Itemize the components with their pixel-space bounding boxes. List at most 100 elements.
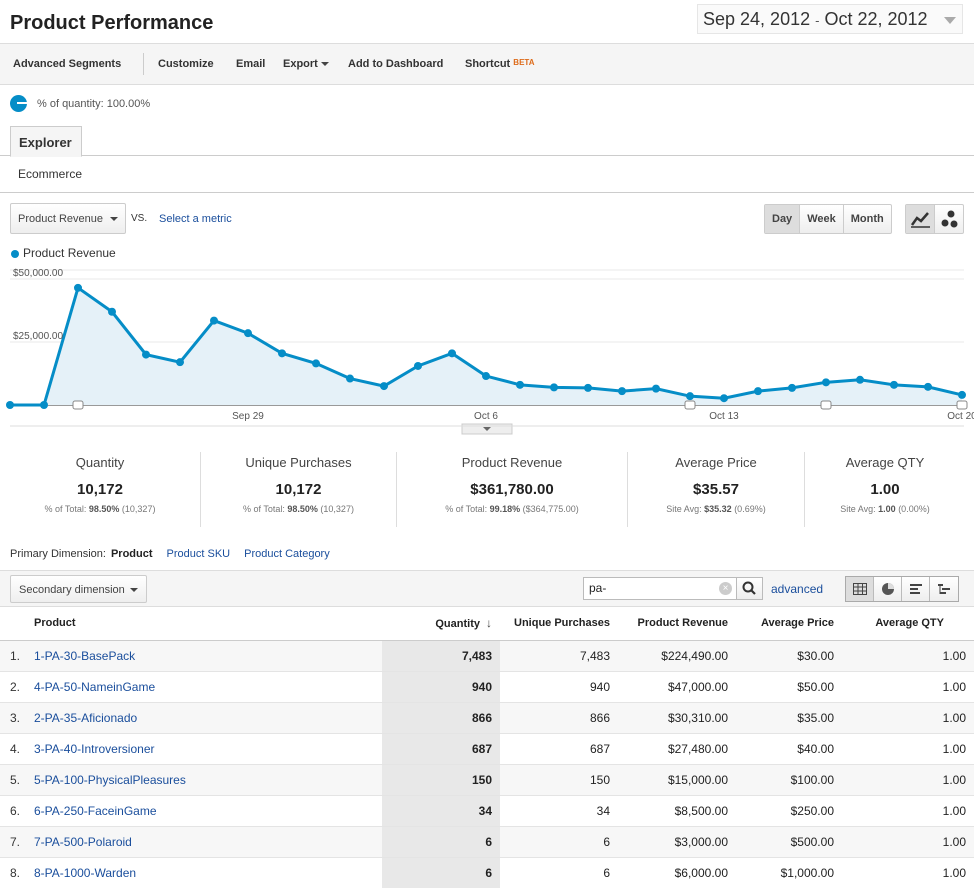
column-product-revenue[interactable]: Product Revenue	[618, 607, 740, 641]
scorecard-sub: Site Avg: $35.32 (0.69%)	[666, 504, 766, 514]
data-point[interactable]	[176, 358, 184, 367]
advanced-segments-button[interactable]: Advanced Segments	[13, 58, 122, 70]
data-point[interactable]	[210, 316, 218, 325]
product-link[interactable]: 7-PA-500-Polaroid	[34, 834, 132, 849]
data-point[interactable]	[108, 307, 116, 316]
data-table: Product Quantity ↓ Unique Purchases Produ…	[0, 607, 974, 888]
data-point[interactable]	[958, 390, 966, 399]
add-to-dashboard-button[interactable]: Add to Dashboard	[348, 58, 444, 70]
unique-purchases-cell: 7,483	[500, 640, 618, 672]
interval-week-button[interactable]: Week	[800, 205, 844, 233]
data-point[interactable]	[618, 387, 626, 396]
pivot-view-button[interactable]	[930, 577, 958, 601]
primary-dimension-product-sku[interactable]: Product SKU	[166, 548, 231, 560]
performance-view-button[interactable]	[902, 577, 930, 601]
advanced-filter-link[interactable]: advanced	[771, 582, 824, 596]
report-toolbar: Advanced Segments Customize Email Export…	[0, 44, 974, 85]
subtab-ecommerce[interactable]: Ecommerce	[18, 167, 83, 181]
pie-view-button[interactable]	[874, 577, 902, 601]
data-point[interactable]	[584, 383, 592, 392]
product-cell: 7-PA-500-Polaroid	[25, 826, 382, 858]
segment-label: % of quantity: 100.00%	[37, 98, 151, 110]
table-view-button[interactable]	[846, 577, 874, 601]
primary-dimension-product-category[interactable]: Product Category	[244, 548, 330, 560]
search-button[interactable]	[736, 577, 763, 600]
table-view-group	[845, 576, 959, 602]
data-point[interactable]	[74, 283, 82, 292]
data-point[interactable]	[142, 350, 150, 359]
unique-purchases-cell: 940	[500, 671, 618, 703]
column-unique-purchases[interactable]: Unique Purchases	[500, 607, 618, 641]
quantity-cell: 866	[382, 702, 500, 734]
data-point[interactable]	[822, 378, 830, 387]
data-point[interactable]	[278, 349, 286, 358]
column-average-price[interactable]: Average Price	[740, 607, 858, 641]
data-point[interactable]	[414, 361, 422, 370]
annotation-icon[interactable]	[956, 400, 968, 410]
customize-button[interactable]: Customize	[158, 58, 214, 70]
y-tick-label: $50,000.00	[13, 268, 63, 279]
tab-explorer[interactable]: Explorer	[10, 126, 82, 157]
data-point[interactable]	[380, 382, 388, 391]
clear-icon[interactable]: ×	[719, 582, 732, 595]
data-point[interactable]	[516, 380, 524, 389]
annotation-icon[interactable]	[72, 400, 84, 410]
pivot-icon	[938, 584, 950, 594]
average-price-cell: $500.00	[740, 826, 858, 858]
data-point[interactable]	[6, 401, 14, 409]
data-point[interactable]	[652, 384, 660, 393]
line-chart-button[interactable]	[906, 205, 935, 233]
shortcut-button[interactable]: Shortcut BETA	[465, 58, 534, 70]
column-quantity[interactable]: Quantity ↓	[382, 607, 500, 641]
product-link[interactable]: 5-PA-100-PhysicalPleasures	[34, 772, 186, 787]
metric-select[interactable]: Product Revenue	[10, 203, 126, 234]
scorecard-label: Average Price	[675, 455, 757, 470]
select-metric-link[interactable]: Select a metric	[159, 213, 232, 225]
data-point[interactable]	[754, 387, 762, 396]
export-button[interactable]: Export	[283, 58, 329, 70]
scorecard-value: 10,172	[275, 481, 322, 498]
product-link[interactable]: 3-PA-40-Introversioner	[34, 741, 155, 756]
data-point[interactable]	[448, 349, 456, 358]
product-link[interactable]: 6-PA-250-FaceinGame	[34, 803, 157, 818]
quantity-cell: 940	[382, 671, 500, 703]
data-point[interactable]	[312, 359, 320, 368]
motion-chart-button[interactable]	[935, 205, 963, 233]
search-input[interactable]: pa- ×	[583, 577, 737, 600]
interval-month-button[interactable]: Month	[850, 213, 884, 225]
row-index: 5.	[0, 764, 25, 796]
data-point[interactable]	[890, 380, 898, 389]
data-point[interactable]	[550, 383, 558, 392]
average-qty-cell: 1.00	[858, 795, 974, 827]
scorecards: Quantity 10,172 % of Total: 98.50% (10,3…	[0, 452, 974, 527]
data-point[interactable]	[856, 375, 864, 384]
data-point[interactable]	[40, 401, 48, 409]
data-point[interactable]	[482, 372, 490, 381]
data-point[interactable]	[720, 394, 728, 403]
data-point[interactable]	[346, 374, 354, 383]
data-point[interactable]	[788, 383, 796, 392]
data-point[interactable]	[686, 392, 694, 401]
row-index: 6.	[0, 795, 25, 827]
date-end: Oct 22, 2012	[824, 9, 928, 29]
column-product[interactable]: Product	[25, 607, 382, 641]
product-cell: 1-PA-30-BasePack	[25, 640, 382, 672]
product-link[interactable]: 2-PA-35-Aficionado	[34, 710, 138, 725]
secondary-dimension-select[interactable]: Secondary dimension	[10, 575, 147, 603]
quantity-cell: 7,483	[382, 640, 500, 672]
column-average-qty[interactable]: Average QTY	[858, 607, 974, 641]
data-point[interactable]	[924, 382, 932, 391]
email-button[interactable]: Email	[236, 58, 266, 70]
interval-day-button[interactable]: Day	[765, 205, 801, 233]
product-link[interactable]: 4-PA-50-NameinGame	[34, 679, 156, 694]
annotation-icon[interactable]	[684, 400, 696, 410]
bubble-chart-icon	[941, 210, 958, 228]
product-link[interactable]: 1-PA-30-BasePack	[34, 648, 136, 663]
chevron-down-icon	[130, 588, 138, 592]
annotation-icon[interactable]	[820, 400, 832, 410]
product-revenue-cell: $224,490.00	[618, 640, 740, 672]
data-point[interactable]	[244, 329, 252, 338]
date-range-picker[interactable]: Sep 24, 2012 - Oct 22, 2012	[697, 4, 963, 34]
date-start: Sep 24, 2012	[703, 9, 811, 29]
product-link[interactable]: 8-PA-1000-Warden	[34, 865, 137, 880]
